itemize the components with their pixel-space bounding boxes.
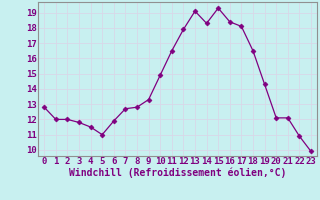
X-axis label: Windchill (Refroidissement éolien,°C): Windchill (Refroidissement éolien,°C): [69, 168, 286, 178]
